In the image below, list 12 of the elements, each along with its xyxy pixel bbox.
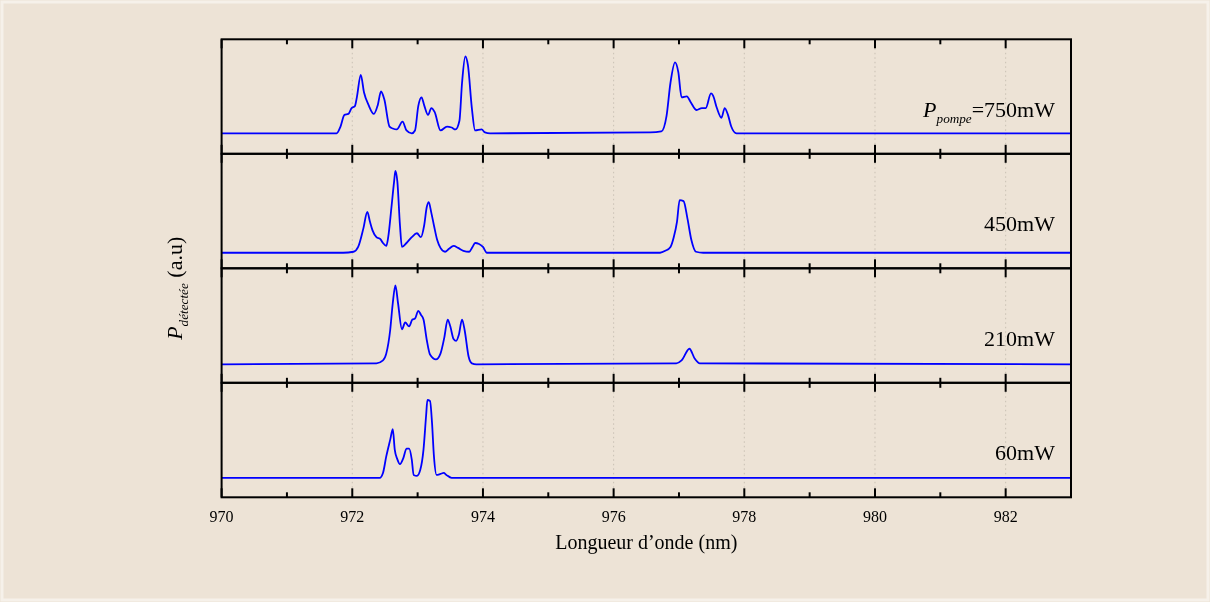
annotation: 60mW bbox=[995, 440, 1056, 466]
x-tick-label: 978 bbox=[732, 508, 757, 526]
x-tick-label: 974 bbox=[470, 508, 495, 526]
x-tick-label: 972 bbox=[340, 508, 365, 526]
x-tick-label: 976 bbox=[601, 508, 626, 526]
annotation: 210mW bbox=[984, 325, 1056, 351]
x-tick-label: 970 bbox=[209, 508, 234, 526]
x-tick-label: 980 bbox=[862, 508, 887, 526]
annotation: P$_{pompe}$=750mW bbox=[922, 96, 1056, 126]
x-axis-title: Longueur d’onde (nm) bbox=[555, 531, 738, 555]
annotation: 450mW bbox=[984, 211, 1056, 237]
x-tick-label: 982 bbox=[993, 508, 1018, 526]
